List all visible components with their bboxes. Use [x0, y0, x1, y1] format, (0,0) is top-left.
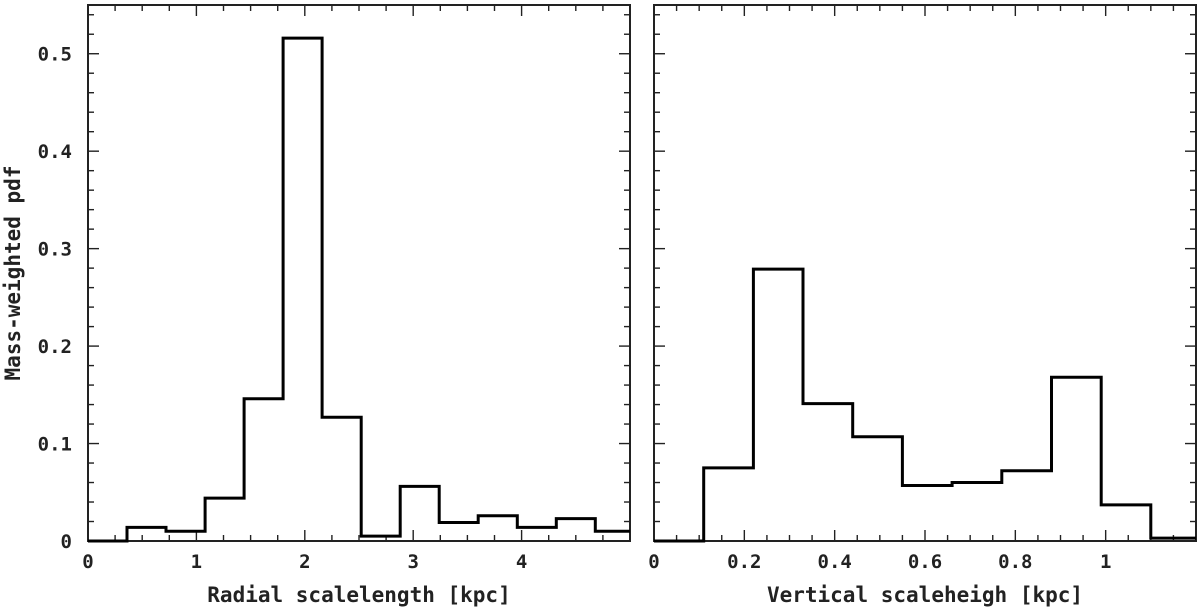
histogram-bin: [952, 483, 1002, 541]
histogram-bin: [704, 468, 754, 541]
histogram-bin: [478, 516, 517, 541]
x-tick-label: 1: [191, 551, 202, 573]
histogram-bin: [244, 399, 283, 541]
histogram-bin: [166, 531, 205, 541]
histogram-bin: [1151, 538, 1196, 541]
histogram-bin: [556, 519, 595, 541]
x-tick-label: 0: [648, 551, 659, 573]
x-tick-label: 0.2: [727, 551, 761, 573]
histogram-bin: [853, 437, 903, 541]
y-tick-label: 0.3: [38, 239, 72, 261]
histogram-series: [88, 36, 630, 543]
y-tick-label: 0.1: [38, 434, 72, 456]
histogram-bin: [439, 522, 478, 541]
histogram-bin: [283, 38, 322, 541]
histogram-bin: [205, 498, 244, 541]
histogram-bin: [361, 536, 400, 541]
x-tick-label: 1: [1100, 551, 1111, 573]
histogram-bin: [517, 527, 556, 541]
histogram-bin: [1002, 471, 1052, 541]
histogram-bin: [753, 269, 803, 541]
x-axis-label: Vertical scaleheigh [kpc]: [767, 583, 1083, 607]
left-panel: 0 1 2 3 4 0 0.1 0.2 0.3 0.4 0.5 Radial scalelength …: [1, 4, 631, 607]
y-tick-label: 0.5: [38, 44, 72, 66]
right-panel: 0 0.2 0.4 0.6 0.8 1 Vertical scaleheigh [kpc]: [648, 4, 1197, 607]
x-tick-label: 0: [82, 551, 93, 573]
histogram-bin: [1101, 505, 1151, 541]
x-tick-label: 0.8: [998, 551, 1032, 573]
histogram-bin: [902, 485, 952, 541]
histogram-series: [654, 267, 1196, 543]
x-tick-label: 0.4: [818, 551, 852, 573]
histogram-bin: [595, 531, 630, 541]
y-tick-label: 0.4: [38, 141, 72, 163]
y-axis-label: Mass-weighted pdf: [1, 166, 25, 381]
histogram-bin: [322, 417, 361, 541]
y-tick-label: 0: [61, 531, 72, 553]
histogram-bin: [400, 486, 439, 541]
x-tick-label: 0.6: [908, 551, 942, 573]
x-tick-label: 3: [407, 551, 418, 573]
x-axis-label: Radial scalelength [kpc]: [207, 583, 510, 607]
x-tick-label: 2: [299, 551, 310, 573]
y-tick-label: 0.2: [38, 336, 72, 358]
histogram-bin: [803, 404, 853, 541]
x-tick-label: 4: [516, 551, 527, 573]
plot-frame: [653, 4, 1197, 542]
histogram-bin: [127, 527, 166, 541]
histogram-bin: [1051, 377, 1101, 541]
